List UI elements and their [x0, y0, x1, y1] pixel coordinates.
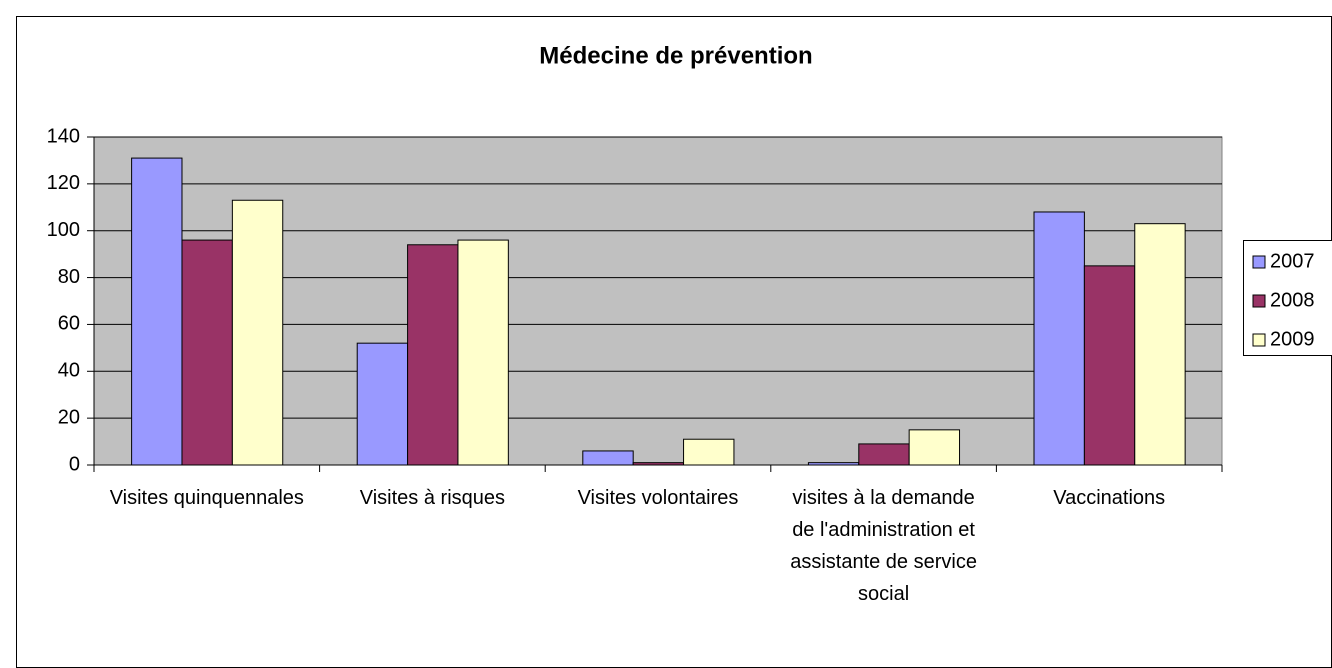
x-tick-label: visites à la demande de l'administration… [790, 487, 977, 605]
y-tick-label: 40 [58, 360, 80, 382]
bar [1083, 265, 1136, 466]
bar [582, 450, 634, 466]
bar [1134, 223, 1186, 466]
x-tick-label: Visites à risques [359, 487, 506, 509]
legend-swatch [1252, 333, 1266, 347]
bar [131, 157, 183, 466]
y-tick-label: 140 [47, 125, 80, 147]
bar [356, 342, 409, 466]
chart-title: Médecine de prévention [539, 42, 812, 69]
y-tick-label: 80 [58, 266, 80, 288]
legend-label: 2007 [1270, 250, 1315, 272]
y-tick-label: 120 [47, 172, 80, 194]
y-tick-label: 100 [47, 219, 80, 241]
x-tick-label: Vaccinations [1053, 487, 1166, 509]
y-tick-label: 0 [69, 453, 80, 475]
legend-label: 2008 [1270, 289, 1315, 311]
y-tick-label: 60 [58, 313, 80, 335]
bar [908, 429, 961, 466]
bar [683, 438, 735, 466]
legend-label: 2009 [1270, 328, 1315, 350]
bar [407, 244, 459, 466]
bar [231, 199, 284, 466]
bar [1033, 211, 1085, 466]
bar [181, 239, 233, 466]
legend-swatch [1252, 294, 1266, 308]
bar [632, 462, 685, 466]
bar [858, 443, 910, 466]
bar [457, 239, 509, 466]
x-tick-label: Visites volontaires [577, 487, 739, 509]
bar [807, 462, 860, 466]
y-tick-label: 20 [58, 406, 80, 428]
x-tick-label: Visites quinquennales [109, 487, 304, 509]
legend-swatch [1252, 255, 1266, 269]
